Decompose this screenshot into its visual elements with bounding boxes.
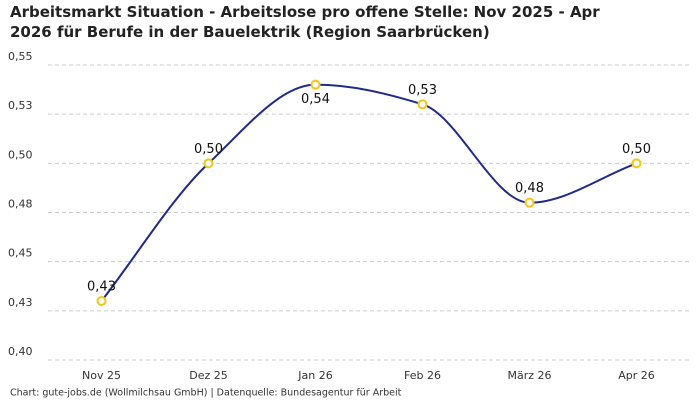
- source-note: Chart: gute-jobs.de (Wollmilchsau GmbH) …: [10, 388, 402, 399]
- value-label: 0,48: [515, 181, 544, 196]
- marker: [203, 158, 214, 169]
- marker: [631, 158, 642, 169]
- marker: [96, 296, 107, 306]
- value-label: 0,50: [194, 142, 223, 157]
- x-tick-label: März 26: [507, 369, 551, 382]
- value-label: 0,50: [622, 142, 651, 157]
- line: [100, 83, 637, 302]
- marker: [524, 197, 535, 208]
- chart-title: Arbeitsmarkt Situation - Arbeitslose pro…: [10, 3, 600, 41]
- value-label: 0,54: [301, 92, 330, 107]
- y-tick-label: 0,40: [8, 345, 33, 358]
- y-tick-label: 0,50: [8, 148, 33, 161]
- marker: [310, 79, 321, 90]
- x-tick-label: Apr 26: [618, 369, 655, 382]
- value-label: 0,53: [408, 83, 437, 98]
- marker: [417, 99, 428, 110]
- y-tick-label: 0,55: [8, 50, 33, 63]
- y-tick-label: 0,43: [8, 296, 33, 309]
- x-tick-label: Feb 26: [404, 369, 441, 382]
- y-tick-label: 0,53: [8, 99, 33, 112]
- value-label: 0,43: [87, 280, 116, 295]
- x-tick-label: Dez 25: [189, 369, 228, 382]
- y-tick-label: 0,45: [8, 247, 33, 260]
- x-tick-label: Jan 26: [297, 369, 332, 382]
- y-tick-label: 0,48: [8, 198, 33, 211]
- x-tick-label: Nov 25: [82, 369, 121, 382]
